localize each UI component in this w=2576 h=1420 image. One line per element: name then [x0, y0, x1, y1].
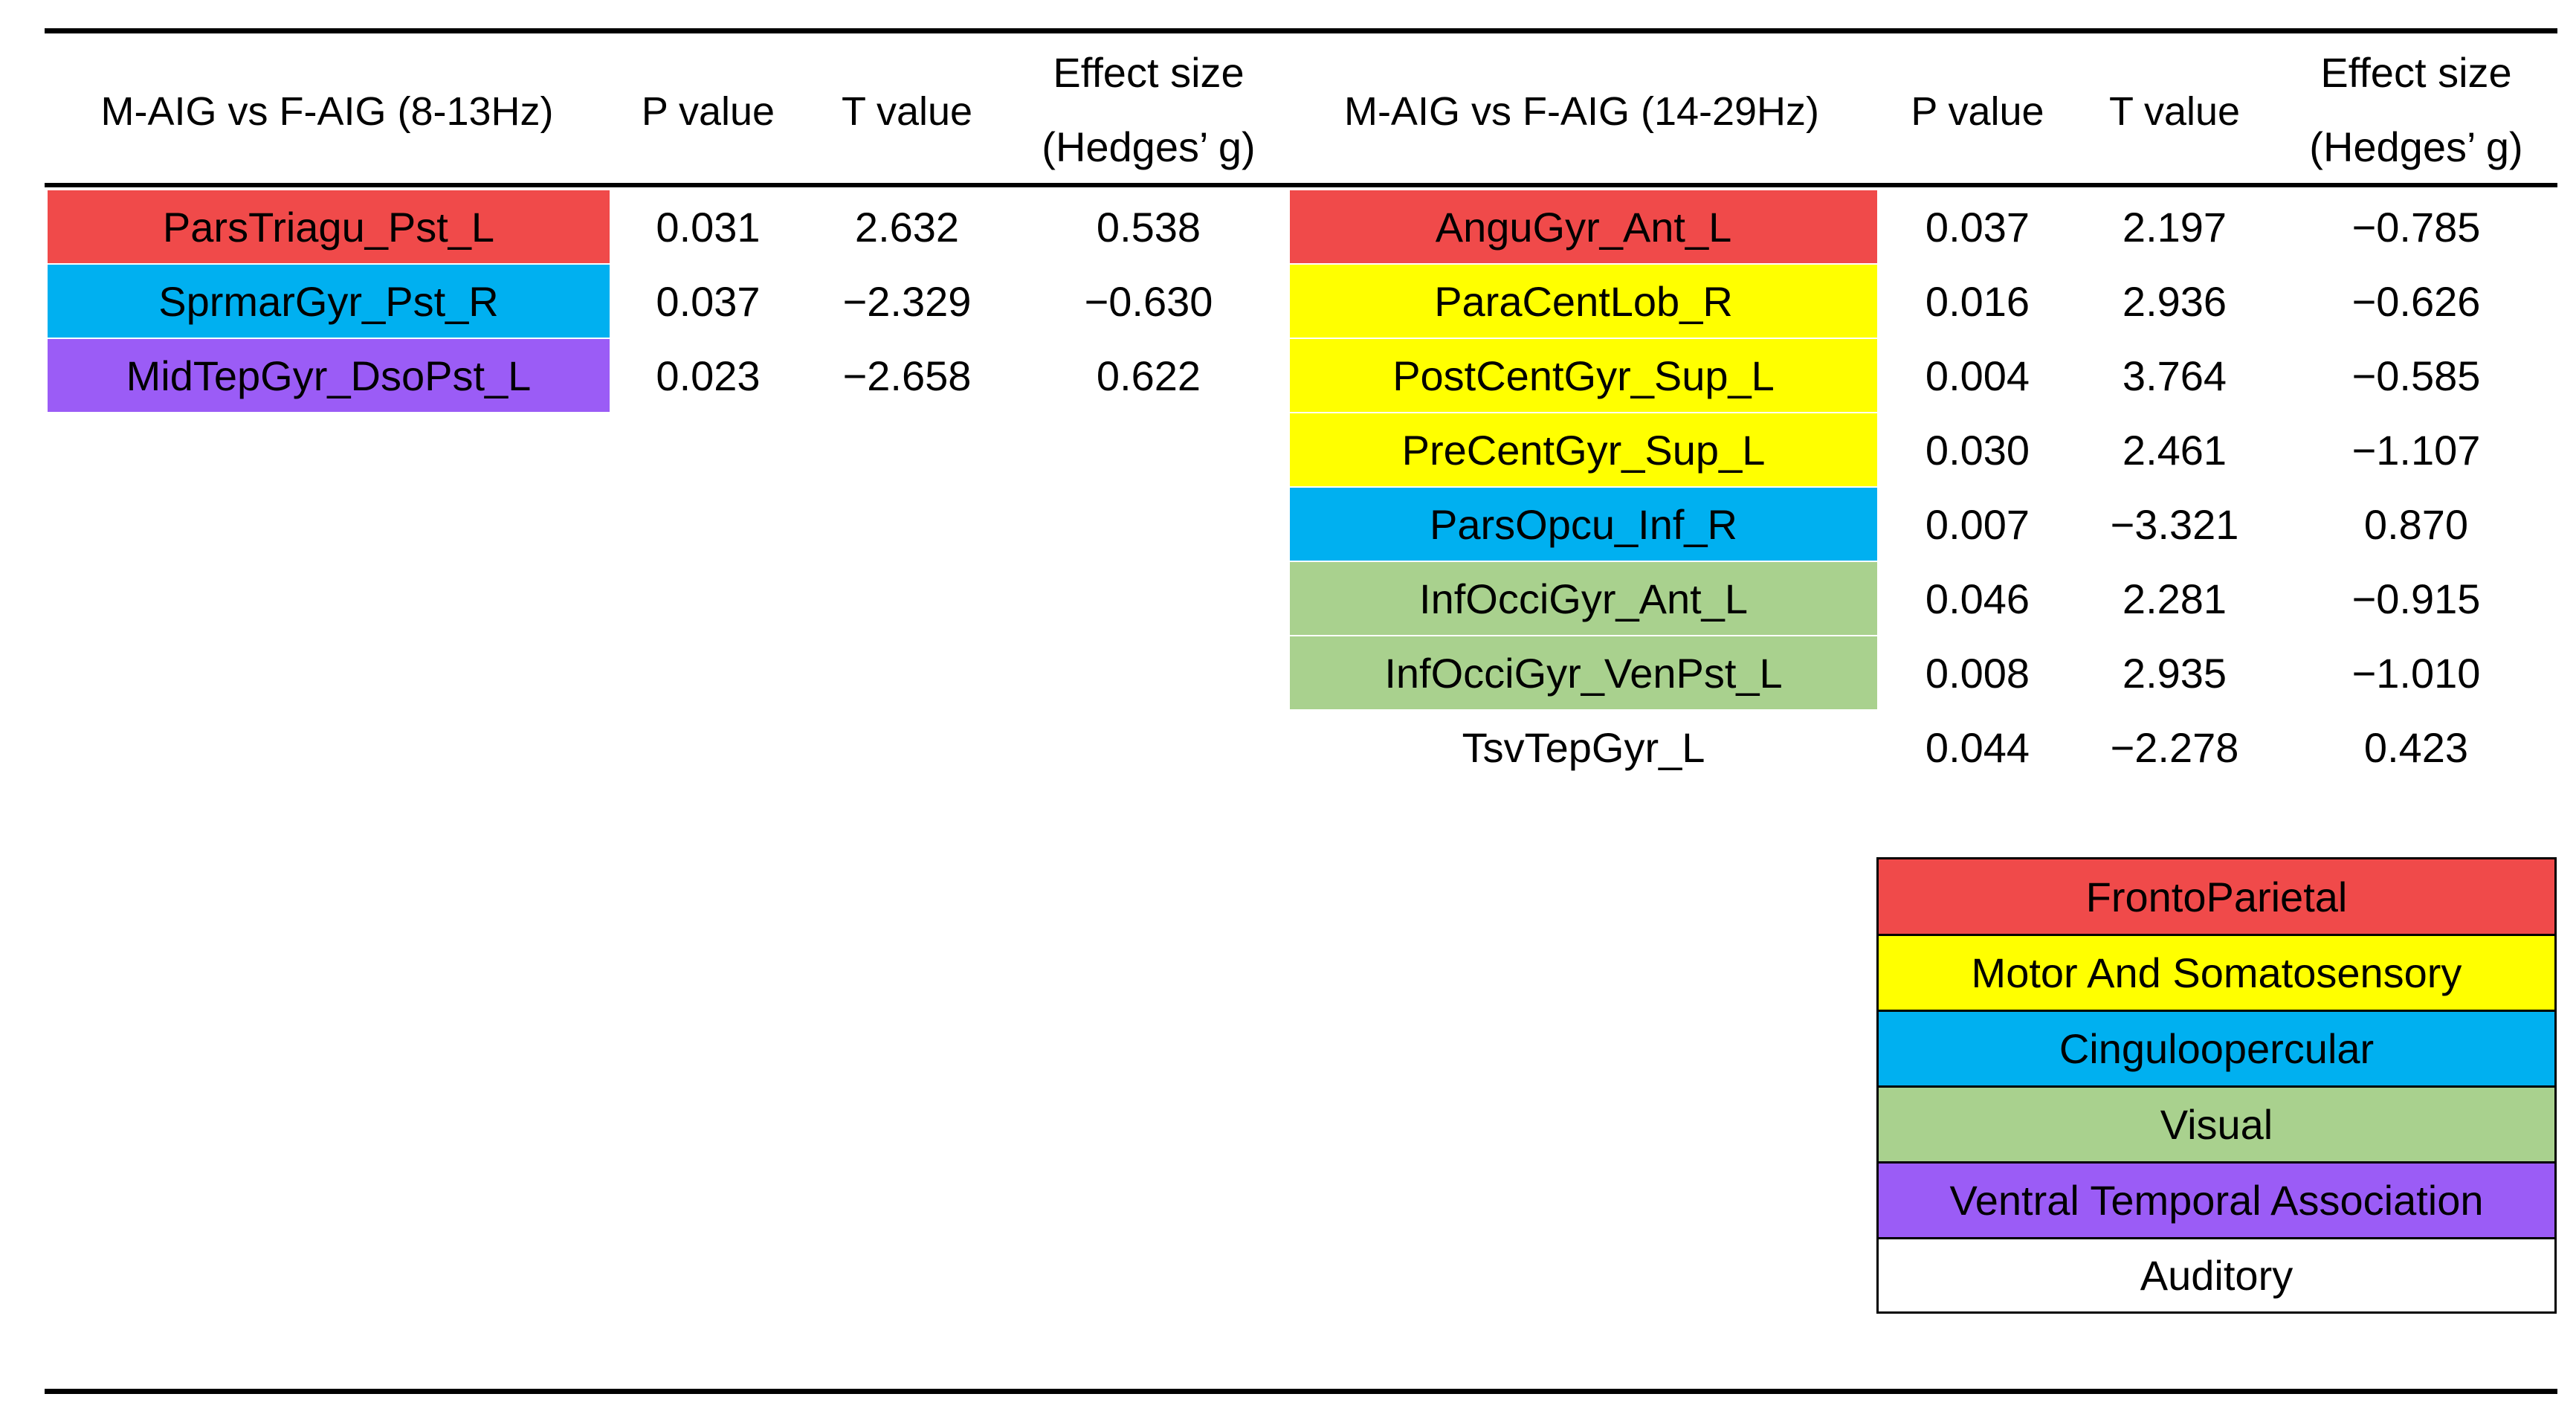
right-header-p-value: P value [1911, 89, 2044, 134]
right-row-5-g: 0.870 [2363, 500, 2469, 548]
left-header-effect-line1: Effect size [1053, 49, 1245, 96]
right-row-6-g: −0.915 [2351, 575, 2481, 622]
left-header-effect-size: Effect size (Hedges’ g) [1011, 52, 1286, 168]
right-row-2-t: 2.936 [2122, 277, 2227, 325]
right-header-t-value: T value [2108, 89, 2241, 134]
right-row-2-p: 0.016 [1925, 277, 2030, 325]
left-row-1-region: ParsTriagu_Pst_L [48, 190, 610, 263]
right-row-6-region: InfOcciGyr_Ant_L [1290, 562, 1877, 635]
left-row-3-t: −2.658 [842, 352, 972, 399]
left-row-3-p: 0.023 [656, 352, 761, 399]
right-header-effect-size: Effect size (Hedges’ g) [2275, 52, 2557, 168]
right-row-5-region: ParsOpcu_Inf_R [1290, 488, 1877, 561]
legend-motor-somatosensory: Motor And Somatosensory [1879, 936, 2554, 1012]
right-row-8-p: 0.044 [1925, 723, 2030, 771]
right-row-7-region: InfOcciGyr_VenPst_L [1290, 636, 1877, 709]
legend-cinguloopercular: Cinguloopercular [1879, 1012, 2554, 1088]
right-row-7-g: −1.010 [2351, 649, 2481, 697]
right-row-1-g: −0.785 [2351, 203, 2481, 251]
right-row-4-region: PreCentGyr_Sup_L [1290, 413, 1877, 486]
left-header-t-value: T value [841, 89, 973, 134]
header-rule [45, 183, 2557, 187]
right-row-7-p: 0.008 [1925, 649, 2030, 697]
right-row-3-region: PostCentGyr_Sup_L [1290, 339, 1877, 412]
right-row-5-t: −3.321 [2110, 500, 2239, 548]
right-header-effect-line1: Effect size [2320, 49, 2512, 96]
legend-auditory: Auditory [1879, 1239, 2554, 1311]
top-rule [45, 28, 2557, 33]
right-row-8-t: −2.278 [2110, 723, 2239, 771]
left-row-1-t: 2.632 [854, 203, 960, 251]
right-row-1-p: 0.037 [1925, 203, 2030, 251]
left-row-2-t: −2.329 [842, 277, 972, 325]
right-row-4-g: −1.107 [2351, 426, 2481, 474]
left-row-1-g: 0.538 [1096, 203, 1201, 251]
right-row-6-p: 0.046 [1925, 575, 2030, 622]
left-header-p-value: P value [641, 89, 775, 134]
right-row-1-t: 2.197 [2122, 203, 2227, 251]
left-row-2-p: 0.037 [656, 277, 761, 325]
right-row-4-t: 2.461 [2122, 426, 2227, 474]
right-row-1-region: AnguGyr_Ant_L [1290, 190, 1877, 263]
legend-ventral-temporal-association: Ventral Temporal Association [1879, 1164, 2554, 1239]
left-row-2-g: −0.630 [1084, 277, 1213, 325]
left-header-comparison: M-AIG vs F-AIG (8-13Hz) [100, 89, 554, 134]
right-row-3-p: 0.004 [1925, 352, 2030, 399]
legend-visual: Visual [1879, 1088, 2554, 1164]
right-row-5-p: 0.007 [1925, 500, 2030, 548]
network-legend: FrontoParietal Motor And Somatosensory C… [1876, 857, 2557, 1314]
right-row-8-g: 0.423 [2363, 723, 2469, 771]
legend-frontoparietal: FrontoParietal [1879, 859, 2554, 936]
right-row-2-g: −0.626 [2351, 277, 2481, 325]
right-header-effect-line2: (Hedges’ g) [2309, 123, 2523, 170]
bottom-rule [45, 1389, 2557, 1394]
right-row-6-t: 2.281 [2122, 575, 2227, 622]
left-header-effect-line2: (Hedges’ g) [1042, 123, 1256, 170]
right-row-4-p: 0.030 [1925, 426, 2030, 474]
right-row-2-region: ParaCentLob_R [1290, 265, 1877, 338]
right-row-3-g: −0.585 [2351, 352, 2481, 399]
left-row-3-g: 0.622 [1096, 352, 1201, 399]
left-row-3-region: MidTepGyr_DsoPst_L [48, 339, 610, 412]
right-row-3-t: 3.764 [2122, 352, 2227, 399]
left-row-1-p: 0.031 [656, 203, 761, 251]
right-header-comparison: M-AIG vs F-AIG (14-29Hz) [1343, 89, 1820, 134]
right-row-7-t: 2.935 [2122, 649, 2227, 697]
left-row-2-region: SprmarGyr_Pst_R [48, 265, 610, 338]
right-row-8-region: TsvTepGyr_L [1290, 711, 1877, 784]
